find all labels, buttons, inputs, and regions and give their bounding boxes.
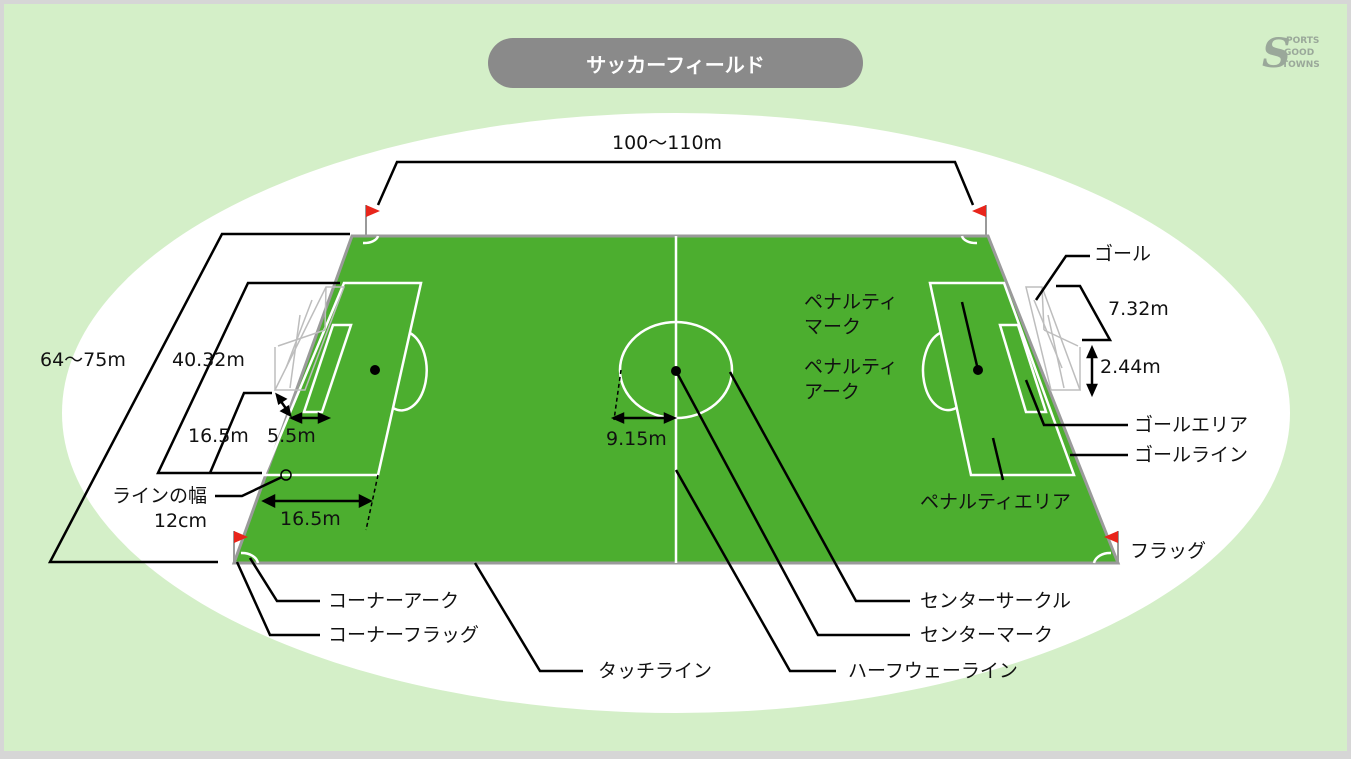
penalty-area-leader	[991, 437, 1005, 481]
arrow-head	[358, 493, 373, 509]
page-title: サッカーフィールド	[488, 38, 863, 88]
penalty-depth-v-label: 16.5m	[188, 425, 249, 447]
penalty-arc-label: ペナルティ アーク	[804, 356, 898, 403]
circle-radius-label: 9.15m	[606, 428, 667, 450]
goal-left	[273, 286, 346, 391]
line-width-label: ラインの幅 12cm	[112, 485, 208, 532]
penalty-depth-guide	[365, 474, 379, 531]
center-mark-label: センターマーク	[920, 624, 1054, 646]
goal-area-label: ゴールエリア	[1134, 414, 1249, 436]
goal-right	[1025, 286, 1082, 391]
arrow-head	[663, 412, 678, 424]
touch-line-label: タッチライン	[598, 660, 713, 682]
touch-line-leader	[473, 562, 583, 673]
corner-arc-label: コーナーアーク	[328, 590, 460, 612]
halfway-line-label: ハーフウェーライン	[848, 660, 1018, 682]
arrow-head	[1086, 383, 1098, 398]
line-width-leader	[215, 475, 283, 498]
halfway-line-leader	[674, 469, 836, 673]
goal-line-label: ゴールライン	[1134, 444, 1249, 466]
logo-letter: S	[1262, 30, 1291, 75]
goal-area-leader	[1024, 379, 1128, 427]
arrow-head	[279, 404, 292, 418]
center-circle-leader	[728, 371, 910, 603]
corner-arc-tr	[960, 235, 978, 245]
arrow-head	[1086, 344, 1098, 359]
line-width-marker	[280, 469, 292, 481]
penalty-area-label: ペナルティエリア	[920, 491, 1071, 513]
goal-width-bracket	[1056, 284, 1113, 342]
goal-width-label: 7.32m	[1108, 298, 1169, 320]
logo-word-1: PORTS	[1286, 36, 1319, 46]
logo-word-3: TOWNS	[1282, 60, 1320, 70]
arrow-head	[275, 392, 288, 406]
arrow-head	[317, 412, 332, 424]
penalty-mark-label: ペナルティ マーク	[804, 291, 898, 338]
goal-area-depth-label: 5.5m	[267, 425, 316, 447]
corner-arc-tl	[362, 235, 380, 245]
width-label: 64〜75m	[40, 349, 126, 371]
width-bracket	[47, 232, 350, 564]
leader-lines	[47, 160, 1128, 673]
center-mark-leader	[674, 370, 910, 637]
goal-label: ゴール	[1094, 243, 1152, 265]
goal-area-left	[302, 323, 353, 414]
arrow-head	[261, 493, 276, 509]
dimension-guides	[365, 369, 622, 531]
penalty-depth-h-label: 16.5m	[280, 508, 341, 530]
arrow-head	[610, 412, 625, 424]
sports-logo: S PORTS GOOD TOWNS	[1262, 30, 1320, 75]
penalty-mark-left	[370, 365, 380, 375]
center-circle-label: センターサークル	[920, 590, 1072, 612]
circle-radius-guide	[613, 369, 622, 421]
penalty-depth-leader	[208, 391, 272, 474]
logo-word-2: GOOD	[1284, 48, 1314, 58]
dimension-arrows	[261, 344, 1098, 509]
penalty-arc-left	[392, 331, 428, 412]
corner-flag-label: コーナーフラッグ	[328, 624, 479, 646]
length-bracket	[376, 160, 975, 206]
corner-arc-bl	[240, 551, 260, 564]
penalty-area-right	[928, 281, 1076, 477]
corner-arc-br	[1092, 551, 1112, 564]
corner-arc-leader	[248, 557, 320, 603]
goal-area-right	[998, 323, 1048, 414]
penalty-arc-right	[921, 331, 957, 412]
flag-label: フラッグ	[1130, 540, 1207, 562]
penalty-width-label: 40.32m	[172, 349, 245, 371]
corner-flags	[233, 205, 1119, 563]
goal-leader	[1034, 254, 1090, 301]
goal-height-label: 2.44m	[1100, 356, 1161, 378]
corner-flag-leader	[235, 561, 320, 637]
arrow-head	[288, 412, 303, 424]
length-label: 100〜110m	[612, 132, 723, 154]
penalty-mark-leader	[960, 301, 980, 371]
